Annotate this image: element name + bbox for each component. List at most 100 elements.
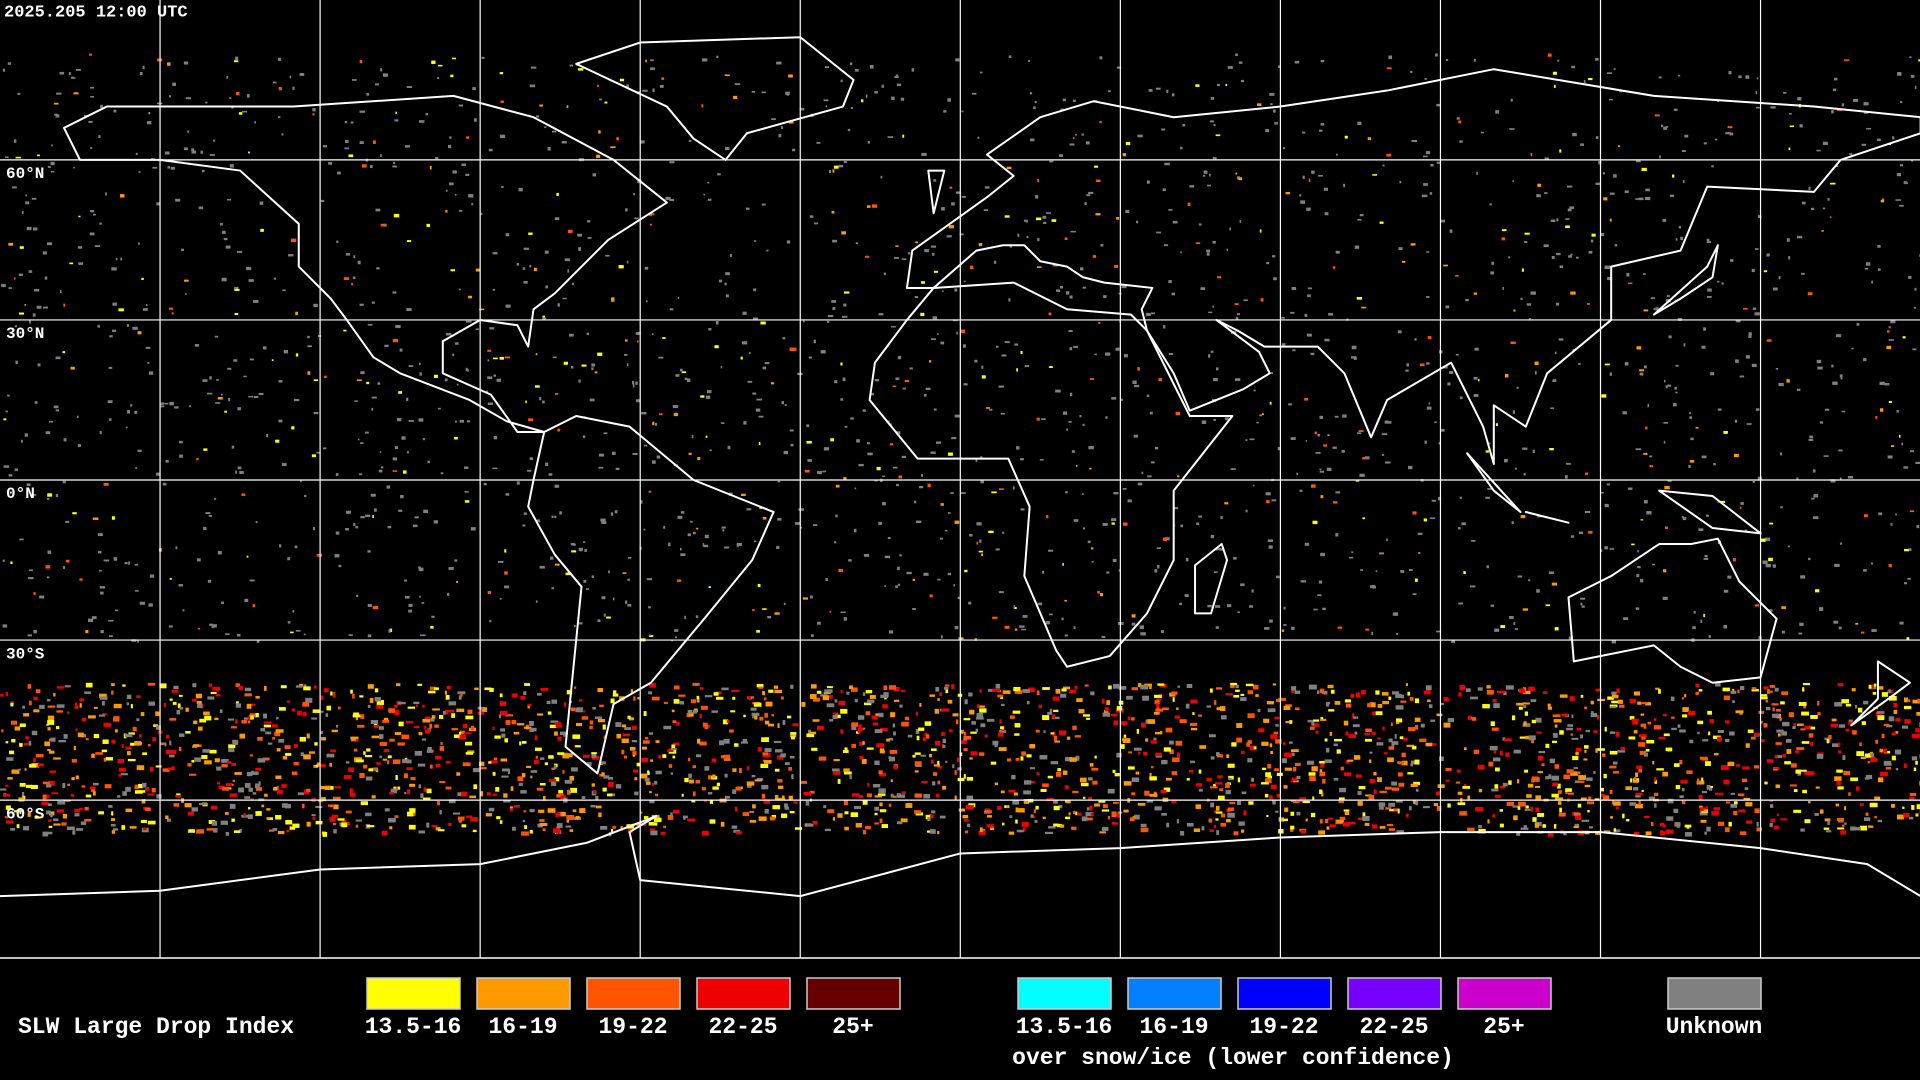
speckle bbox=[1089, 805, 1093, 811]
speckle bbox=[1836, 769, 1843, 773]
speckle bbox=[1276, 575, 1280, 579]
speckle bbox=[1324, 819, 1329, 824]
speckle bbox=[254, 121, 257, 124]
speckle bbox=[842, 377, 846, 382]
speckle bbox=[1793, 723, 1796, 728]
speckle bbox=[841, 315, 848, 318]
speckle bbox=[381, 466, 384, 469]
speckle bbox=[1118, 686, 1127, 690]
speckle bbox=[505, 714, 514, 717]
speckle bbox=[401, 734, 410, 740]
speckle bbox=[1871, 280, 1873, 284]
speckle bbox=[1879, 748, 1888, 753]
speckle bbox=[350, 689, 353, 694]
speckle bbox=[1320, 716, 1324, 720]
speckle bbox=[1699, 756, 1708, 760]
speckle bbox=[88, 618, 94, 622]
speckle bbox=[1215, 605, 1221, 608]
speckle bbox=[1885, 766, 1891, 770]
speckle bbox=[1863, 569, 1867, 572]
speckle bbox=[1836, 780, 1841, 785]
speckle bbox=[1899, 204, 1904, 207]
speckle bbox=[1069, 757, 1077, 762]
speckle bbox=[679, 547, 682, 551]
speckle bbox=[1407, 727, 1416, 732]
speckle bbox=[487, 402, 493, 405]
speckle bbox=[22, 705, 26, 709]
speckle bbox=[1422, 806, 1430, 809]
speckle bbox=[1235, 684, 1240, 689]
speckle bbox=[313, 379, 319, 382]
speckle bbox=[635, 331, 641, 335]
speckle bbox=[1326, 826, 1330, 830]
speckle bbox=[1808, 557, 1811, 561]
speckle bbox=[235, 703, 242, 708]
speckle bbox=[859, 724, 862, 727]
speckle bbox=[1863, 358, 1867, 362]
speckle bbox=[34, 289, 40, 292]
speckle bbox=[1427, 336, 1432, 339]
speckle bbox=[1588, 530, 1593, 534]
speckle bbox=[1790, 763, 1797, 768]
speckle bbox=[1080, 777, 1087, 783]
speckle bbox=[1384, 752, 1388, 755]
speckle bbox=[895, 585, 898, 589]
speckle bbox=[1198, 714, 1202, 717]
speckle bbox=[1600, 549, 1603, 553]
speckle bbox=[1673, 808, 1679, 813]
speckle bbox=[901, 791, 906, 794]
speckle bbox=[1880, 771, 1888, 777]
speckle bbox=[705, 395, 711, 399]
speckle bbox=[944, 529, 948, 532]
speckle bbox=[1754, 312, 1760, 316]
legend-label: 25+ bbox=[832, 1014, 873, 1040]
speckle bbox=[1258, 728, 1265, 733]
speckle bbox=[756, 630, 760, 633]
speckle bbox=[1300, 580, 1306, 583]
speckle bbox=[1531, 740, 1535, 744]
speckle bbox=[522, 267, 526, 270]
speckle bbox=[1266, 701, 1274, 705]
speckle bbox=[311, 454, 316, 458]
speckle bbox=[1357, 121, 1362, 125]
speckle bbox=[395, 324, 401, 329]
speckle bbox=[1667, 479, 1672, 482]
speckle bbox=[167, 166, 171, 169]
speckle bbox=[278, 738, 285, 743]
speckle bbox=[3, 418, 7, 421]
speckle bbox=[575, 815, 580, 819]
speckle bbox=[1139, 625, 1144, 629]
speckle bbox=[794, 522, 801, 525]
speckle bbox=[285, 752, 292, 756]
speckle bbox=[81, 733, 87, 738]
speckle bbox=[789, 755, 795, 759]
speckle bbox=[7, 394, 10, 397]
speckle bbox=[1778, 733, 1781, 737]
speckle bbox=[1265, 772, 1272, 778]
speckle bbox=[1062, 98, 1066, 102]
speckle bbox=[118, 767, 126, 772]
speckle bbox=[586, 332, 589, 336]
speckle bbox=[1914, 85, 1917, 90]
speckle bbox=[375, 208, 381, 212]
speckle bbox=[612, 690, 617, 694]
speckle bbox=[1686, 770, 1693, 774]
speckle bbox=[363, 751, 366, 755]
speckle bbox=[1012, 486, 1015, 490]
speckle bbox=[1490, 721, 1495, 727]
speckle bbox=[1860, 756, 1866, 759]
speckle bbox=[341, 822, 348, 828]
speckle bbox=[1836, 817, 1845, 821]
speckle bbox=[456, 581, 458, 583]
speckle bbox=[970, 731, 977, 734]
speckle bbox=[707, 198, 712, 201]
speckle bbox=[1406, 744, 1414, 747]
speckle bbox=[1000, 413, 1005, 415]
speckle bbox=[1111, 522, 1115, 525]
speckle bbox=[284, 745, 291, 750]
speckle bbox=[631, 740, 638, 743]
speckle bbox=[1326, 701, 1331, 705]
speckle bbox=[1596, 714, 1600, 720]
speckle bbox=[578, 247, 581, 251]
speckle bbox=[1116, 66, 1122, 69]
